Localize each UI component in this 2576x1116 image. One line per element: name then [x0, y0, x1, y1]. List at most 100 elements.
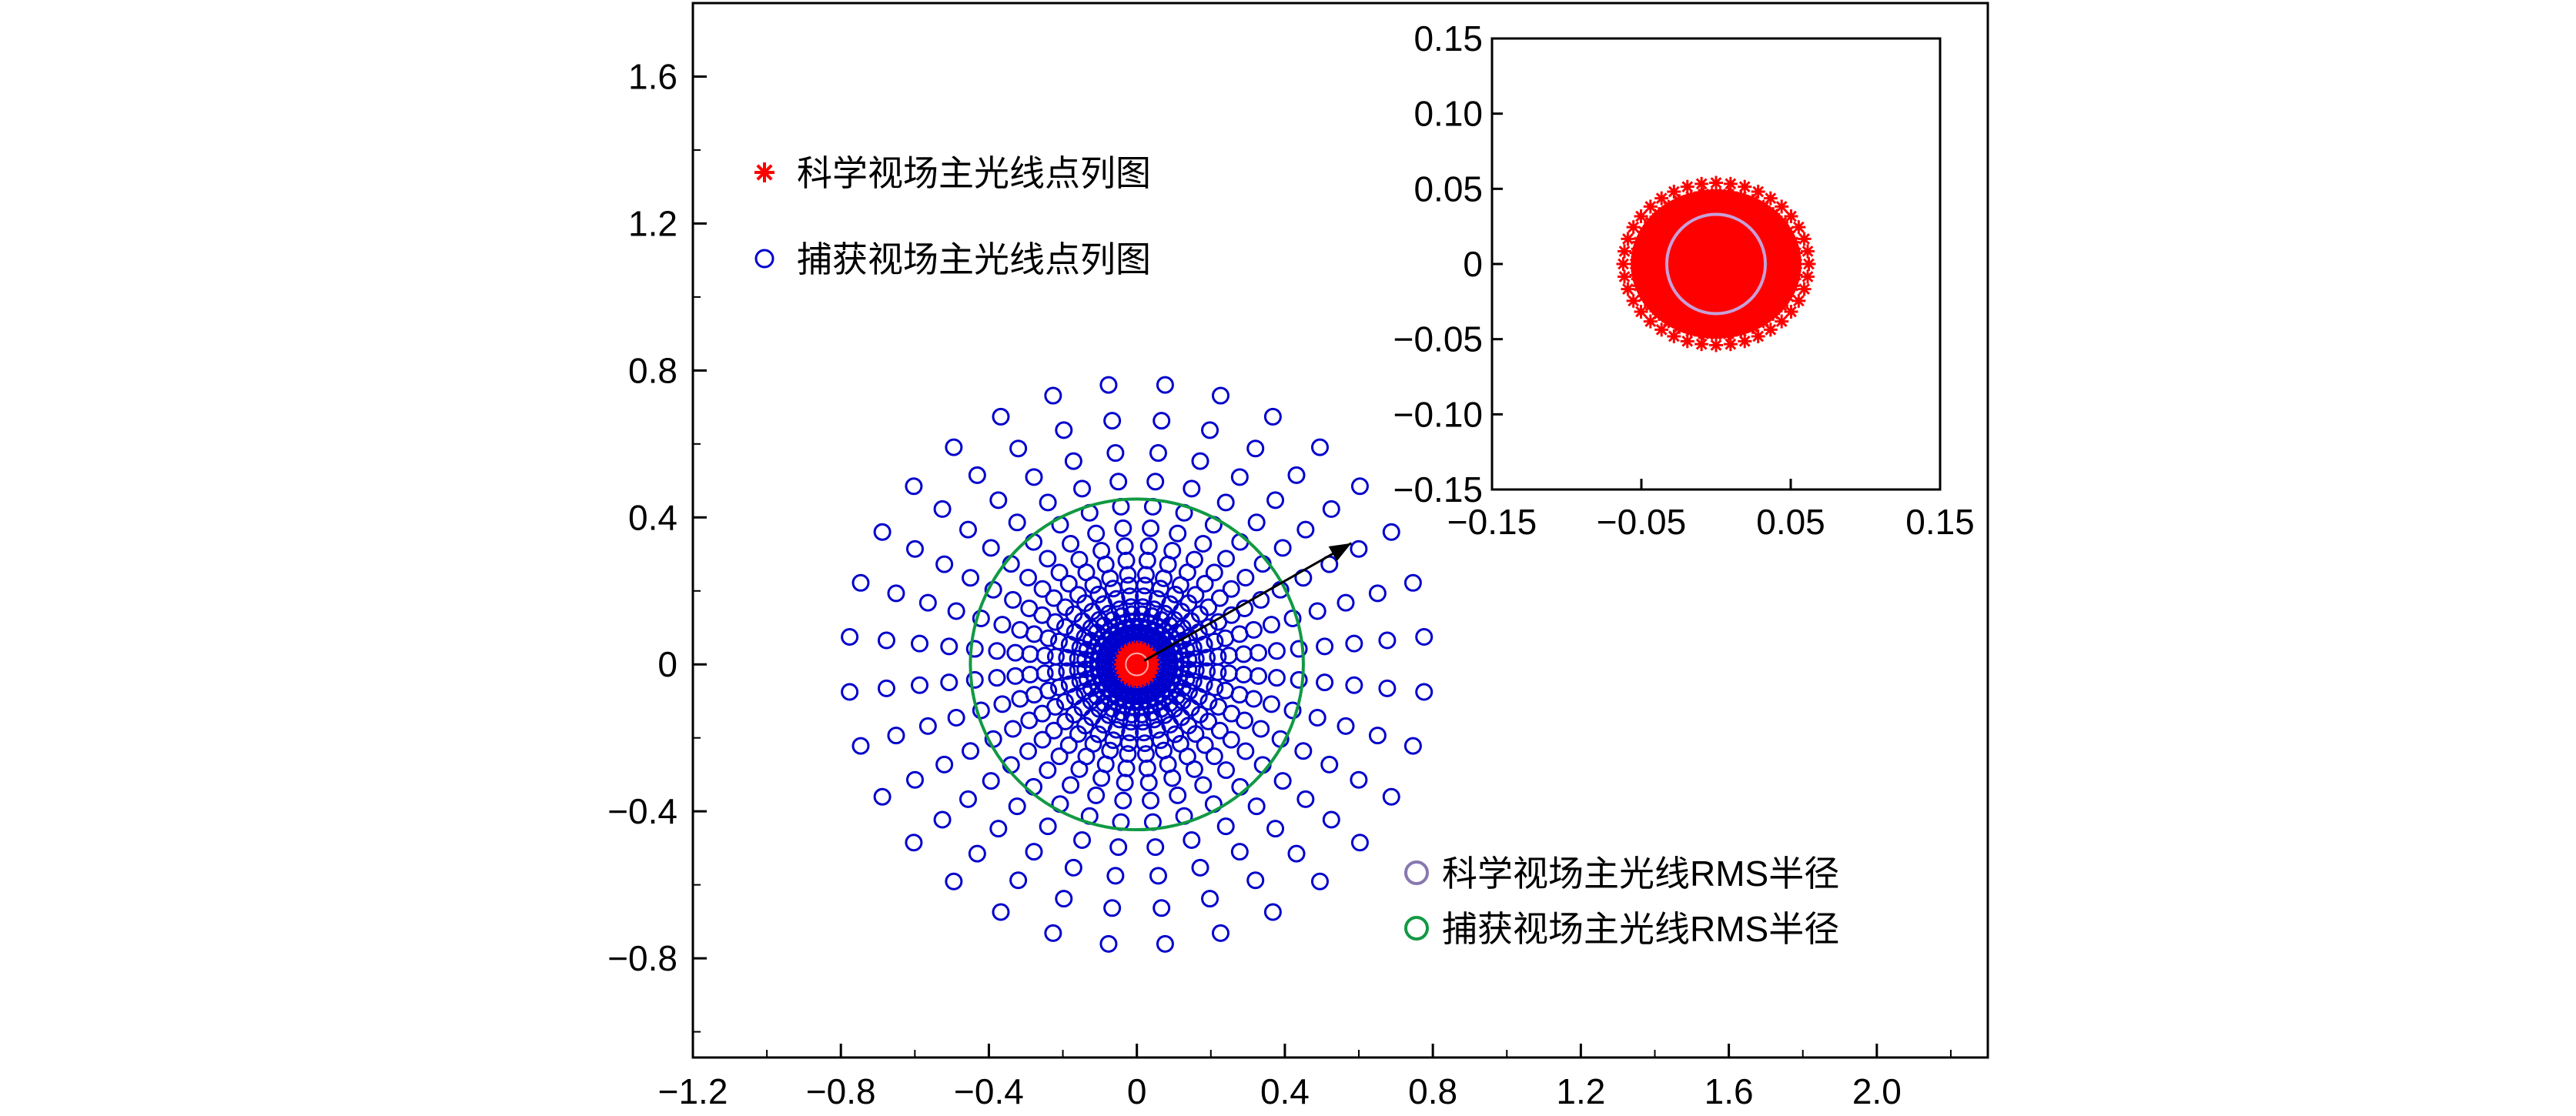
inset-science-point [1763, 322, 1778, 337]
inset-science-point [1766, 207, 1781, 222]
x-tick-label: −0.4 [954, 1071, 1024, 1111]
capture-point [1107, 720, 1126, 739]
capture-point [972, 701, 990, 720]
capture-point [1110, 600, 1129, 619]
capture-point [1206, 678, 1224, 697]
capture-point [1149, 867, 1167, 885]
capture-point [947, 708, 965, 727]
capture-point [1368, 727, 1387, 745]
capture-point [1273, 772, 1292, 790]
capture-point [1177, 640, 1196, 659]
inset-science-point [1644, 298, 1658, 312]
inset-science-point [1789, 257, 1804, 271]
inset-x-tick-label: 0.15 [1905, 502, 1975, 542]
inset-science-point [1774, 276, 1788, 290]
inset-science-point [1637, 225, 1651, 239]
capture-point [1055, 618, 1074, 637]
capture-point [1039, 629, 1058, 647]
capture-point [945, 438, 963, 456]
capture-point [1234, 645, 1253, 663]
capture-point [947, 602, 965, 620]
capture-point [1201, 421, 1219, 439]
capture-point [1247, 513, 1266, 532]
inset-plot: −0.15 −0.05 0.05 0.15 −0.15 −0.10 −0.05 0 0.05 0.… [1393, 18, 1975, 542]
capture-point [905, 834, 923, 852]
y-tick-label: 0 [657, 644, 677, 684]
capture-point [1117, 551, 1136, 570]
capture-point [1198, 649, 1216, 667]
capture-point [1368, 584, 1387, 603]
capture-point [1403, 737, 1422, 755]
capture-point [1119, 566, 1137, 584]
capture-point [1071, 672, 1089, 690]
capture-point [1230, 468, 1249, 486]
capture-point [1073, 479, 1092, 498]
inset-science-point [1721, 326, 1736, 341]
capture-point [1350, 540, 1368, 558]
inset-y-tick-label: 0 [1463, 244, 1483, 284]
capture-point [972, 609, 990, 627]
capture-point [1196, 736, 1214, 754]
capture-point [1056, 598, 1075, 616]
capture-point [1156, 689, 1174, 707]
capture-point [1199, 598, 1218, 616]
capture-point [918, 717, 937, 735]
inset-science-point [1736, 260, 1751, 275]
capture-point [989, 491, 1008, 510]
capture-point [1122, 713, 1140, 731]
capture-point [1149, 444, 1167, 463]
capture-point [1092, 769, 1111, 787]
legend-label: 捕获视场主光线RMS半径 [1442, 909, 1839, 949]
capture-point [1019, 742, 1038, 760]
capture-point [1316, 673, 1334, 692]
inset-science-point [1643, 314, 1658, 329]
capture-point [1062, 534, 1080, 553]
capture-point [1206, 632, 1224, 650]
capture-point [968, 844, 986, 863]
capture-point [905, 540, 924, 558]
inset-science-point [1721, 187, 1736, 202]
capture-point [1025, 468, 1043, 486]
inset-science-point [1774, 216, 1788, 230]
capture-point [1064, 452, 1082, 470]
capture-point [1114, 519, 1132, 537]
capture-point [1050, 678, 1069, 697]
capture-point [1004, 590, 1022, 609]
capture-point [1345, 634, 1363, 653]
capture-point [1006, 643, 1025, 662]
capture-point [1246, 439, 1265, 458]
capture-point [1142, 519, 1160, 537]
inset-science-point [1802, 257, 1816, 271]
zoom-arrow-head [1328, 543, 1352, 562]
capture-point [1106, 867, 1125, 885]
capture-point [1216, 681, 1235, 700]
capture-point [1263, 407, 1282, 426]
capture-point [1020, 599, 1039, 617]
inset-science-point [1785, 279, 1800, 293]
capture-point [1116, 537, 1134, 556]
capture-point [1199, 712, 1218, 730]
inset-science-point [1651, 207, 1666, 222]
capture-point [1055, 421, 1073, 439]
capture-point [1194, 776, 1213, 794]
capture-point [1262, 695, 1280, 713]
capture-point [873, 787, 892, 806]
inset-science-point [1791, 293, 1806, 308]
inset-science-point [1637, 289, 1651, 303]
inset-science-point [1738, 334, 1752, 349]
capture-point [962, 569, 980, 587]
inset-science-point [1643, 199, 1658, 214]
capture-point [1039, 681, 1058, 700]
capture-point [1004, 720, 1022, 738]
inset-science-point [1654, 191, 1669, 205]
capture-point [1110, 710, 1129, 729]
inset-science-point [1738, 179, 1752, 194]
capture-point [1151, 580, 1169, 598]
inset-science-point [1751, 185, 1765, 199]
capture-point [1114, 791, 1132, 810]
capture-point [1121, 587, 1139, 606]
capture-point [1350, 477, 1369, 496]
inset-science-point [1694, 176, 1709, 191]
capture-point [1089, 585, 1108, 603]
